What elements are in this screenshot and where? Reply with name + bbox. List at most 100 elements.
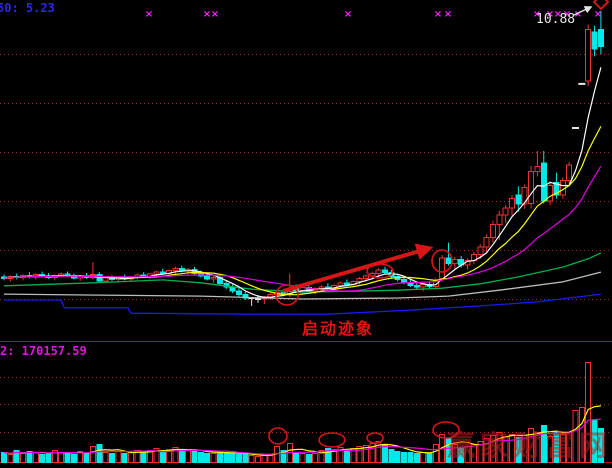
volume-bar — [591, 420, 598, 463]
volume-bar — [566, 432, 573, 463]
volume-bar — [178, 450, 185, 463]
annotation-circle — [275, 284, 299, 306]
volume-bar — [343, 450, 350, 463]
volume-bar — [77, 451, 84, 463]
candle — [540, 162, 547, 202]
volume-bar — [172, 447, 179, 463]
candles-layer — [1, 10, 604, 306]
candle — [413, 284, 420, 288]
volume-bar — [51, 450, 58, 463]
candle — [597, 29, 604, 48]
volume-bar — [458, 447, 465, 463]
volume-bar — [89, 446, 96, 463]
volume-bar — [7, 454, 14, 463]
candle — [496, 214, 503, 226]
event-marker: × — [203, 9, 211, 20]
candle — [509, 198, 515, 209]
candle — [362, 275, 369, 279]
logo-diamond-icon — [592, 0, 610, 11]
volume-bar — [115, 451, 122, 463]
candle — [343, 282, 350, 285]
event-marker: × — [434, 9, 442, 20]
candle — [204, 275, 211, 280]
volume-bar — [83, 453, 90, 463]
volume-bar — [185, 449, 192, 463]
volume-bar — [375, 441, 382, 463]
candle — [489, 224, 496, 238]
volume-bar — [64, 453, 71, 463]
volume-bar — [362, 445, 369, 463]
candle — [153, 271, 160, 275]
candle — [439, 257, 446, 279]
event-marker: × — [145, 9, 153, 20]
candle — [210, 276, 217, 280]
candle — [172, 268, 179, 272]
volume-bar — [128, 452, 134, 463]
volume-bar — [229, 453, 236, 463]
volume-bar — [470, 444, 477, 463]
volume-bar — [547, 436, 554, 463]
volume-bar — [597, 428, 604, 463]
volume-bar — [140, 452, 147, 463]
volume-bar — [420, 452, 427, 463]
candle-dash — [578, 82, 586, 85]
candle — [483, 236, 490, 248]
event-marker: × — [546, 9, 554, 20]
volume-bar — [210, 453, 217, 463]
price-ma-layer — [3, 67, 602, 315]
volume-bar — [197, 452, 204, 463]
event-marker: × — [533, 9, 541, 20]
candle — [401, 278, 408, 283]
volume-bar — [464, 446, 471, 463]
annotation-circle — [268, 427, 288, 445]
gridlines-layer — [0, 54, 612, 433]
candle — [585, 29, 592, 82]
volume-bar — [255, 456, 261, 463]
candle — [229, 286, 236, 292]
event-marker: × — [211, 9, 219, 20]
candle — [547, 184, 554, 202]
volume-bar — [45, 453, 52, 463]
volume-bar — [248, 455, 255, 463]
volume-bar — [521, 435, 528, 463]
volume-bar — [572, 410, 579, 463]
volume-bar — [299, 453, 306, 463]
annotation-circle — [366, 432, 384, 444]
candle — [445, 257, 452, 265]
volume-bar — [388, 449, 395, 463]
volume-bar — [39, 454, 46, 463]
volume-bar — [515, 437, 522, 463]
volume-bar — [528, 428, 535, 463]
candle — [521, 186, 528, 205]
volume-bar — [26, 451, 33, 463]
candle — [528, 171, 535, 204]
candle — [477, 246, 484, 255]
volume-bar — [293, 452, 300, 463]
candle — [235, 290, 242, 296]
candle — [337, 282, 344, 286]
volume-bar — [235, 454, 242, 463]
volume-bar — [223, 452, 230, 463]
volume-bar — [356, 446, 363, 463]
candle — [356, 277, 363, 282]
annotation-circle — [431, 249, 453, 273]
price-callout-arrow — [573, 6, 593, 16]
volume-bar — [32, 452, 39, 463]
volume-bar — [540, 425, 547, 463]
volume-bar — [496, 432, 503, 463]
candle — [375, 269, 382, 275]
volume-bar — [305, 454, 312, 463]
annotation-circle — [318, 432, 346, 448]
volume-bar — [58, 452, 65, 463]
candle — [534, 166, 541, 173]
volume-bar — [261, 455, 268, 463]
candle — [420, 283, 427, 288]
candle — [553, 181, 560, 196]
volume-bar — [445, 438, 452, 463]
volume-bar — [20, 453, 27, 463]
volume-bar — [559, 434, 566, 463]
candle — [255, 298, 261, 301]
event-marker: × — [444, 9, 452, 20]
